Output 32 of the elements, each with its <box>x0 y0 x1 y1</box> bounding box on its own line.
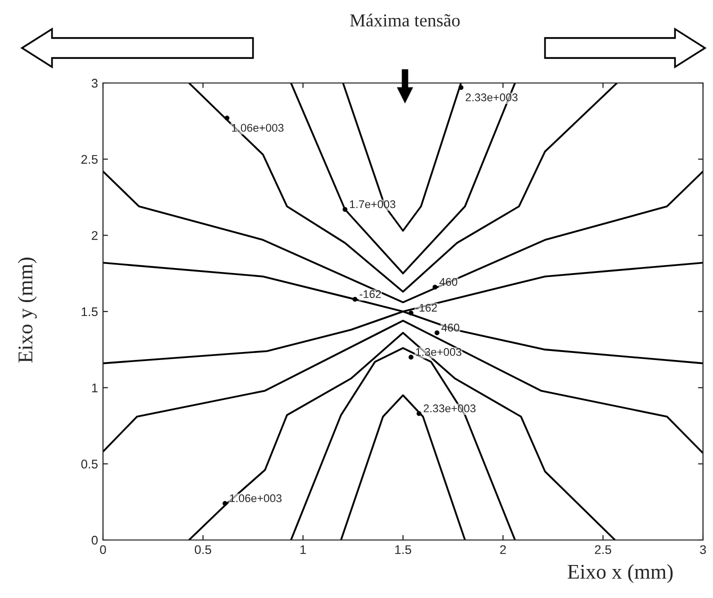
y-tick-label: 0.5 <box>81 460 98 468</box>
x-tick-label: 0.5 <box>194 545 212 554</box>
x-tick-label: 0 <box>100 545 106 554</box>
y-axis-title: Eixo y (mm) <box>18 258 37 363</box>
annotation: 460 <box>441 324 460 332</box>
x-tick-label: 2 <box>500 545 506 554</box>
x-axis-title: Eixo x (mm) <box>568 564 673 584</box>
text: Máxima tensão <box>350 14 460 27</box>
y-tick-label: 2.5 <box>81 154 98 164</box>
x-tick-label: 3 <box>700 545 706 554</box>
x-tick-label: 1.5 <box>395 545 412 554</box>
x-tick-label: 1 <box>300 545 306 554</box>
annotation: 1.06e+003 <box>230 494 282 502</box>
line-series <box>188 332 616 540</box>
y-tick-label: 2 <box>92 231 98 240</box>
y-tick-label: 3 <box>92 78 98 88</box>
line-series <box>103 320 703 454</box>
y-tick-label: 0 <box>92 536 98 545</box>
y-tick-label: 1 <box>92 384 98 392</box>
annotation: 1.3e+003 <box>416 348 462 356</box>
annotation: -162 <box>416 304 437 312</box>
annotation: 1.7e+003 <box>350 200 396 208</box>
annotation: 1.06e+003 <box>232 124 284 132</box>
line-series <box>290 347 516 540</box>
annotation: -162 <box>360 290 381 298</box>
x-tick-label: 2.5 <box>594 545 612 554</box>
line-series <box>290 83 516 274</box>
line-series <box>103 170 703 304</box>
annotation: 2.33e+003 <box>424 404 476 412</box>
annotation: 460 <box>439 278 458 286</box>
annotation: 2.33e+003 <box>466 93 518 102</box>
y-tick-label: 1.5 <box>82 307 98 316</box>
